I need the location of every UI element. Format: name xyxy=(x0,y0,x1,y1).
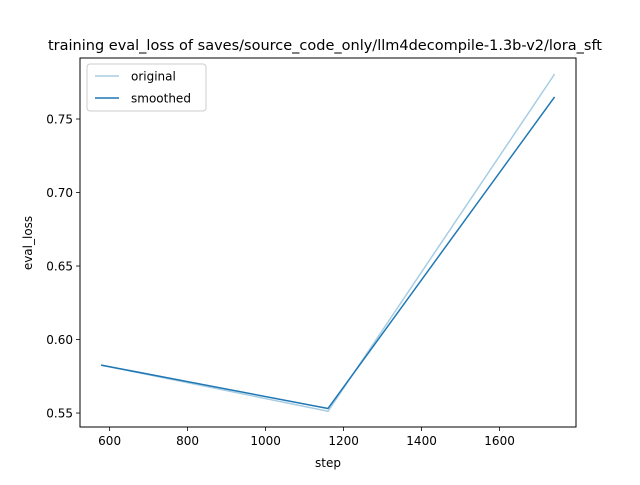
legend-label-original: original xyxy=(131,70,176,84)
plot-area xyxy=(79,57,577,428)
series-layer xyxy=(100,73,556,413)
chart-title: training eval_loss of saves/source_code_… xyxy=(48,38,602,54)
x-tick-label: 600 xyxy=(98,434,121,448)
x-tick-label: 1600 xyxy=(484,434,515,448)
x-axis-ticks: 600 800 1000 1200 1400 1600 xyxy=(98,427,515,448)
y-axis-ticks: 0.55 0.60 0.65 0.70 0.75 xyxy=(46,113,80,421)
y-tick-label: 0.65 xyxy=(46,260,73,274)
x-tick-label: 1000 xyxy=(250,434,281,448)
series-line-smoothed xyxy=(100,96,556,410)
x-tick-label: 1200 xyxy=(328,434,359,448)
legend: original smoothed xyxy=(86,63,207,112)
x-tick-label: 1400 xyxy=(406,434,437,448)
y-tick-label: 0.70 xyxy=(46,186,73,200)
y-axis-label: eval_loss xyxy=(21,216,35,270)
series-line-original xyxy=(100,73,556,413)
y-tick-label: 0.55 xyxy=(46,407,73,421)
y-tick-label: 0.60 xyxy=(46,333,73,347)
x-axis-label: step xyxy=(315,456,341,470)
legend-label-smoothed: smoothed xyxy=(131,92,191,106)
axes-frame xyxy=(79,57,577,428)
y-tick-label: 0.75 xyxy=(46,113,73,127)
x-tick-label: 800 xyxy=(176,434,199,448)
